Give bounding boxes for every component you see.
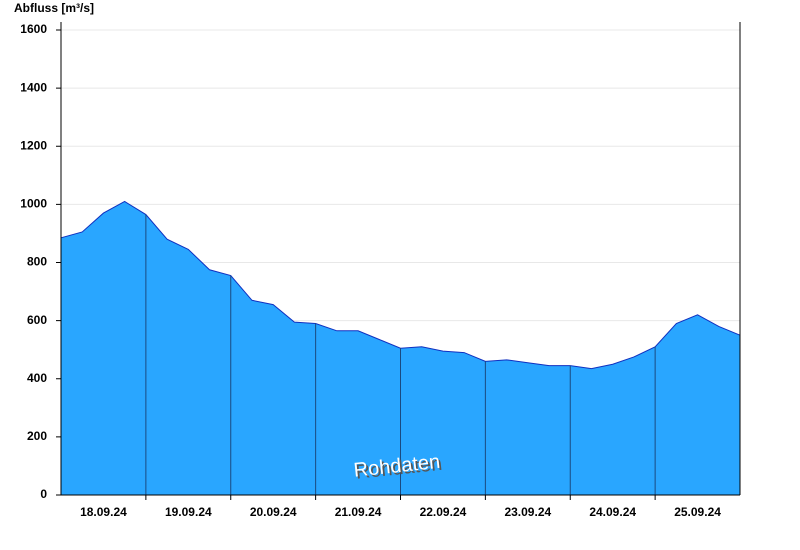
y-tick-label: 1400 xyxy=(20,80,47,94)
line xyxy=(60,200,741,370)
x-tick-label: 24.09.24 xyxy=(589,505,636,519)
x-tick-label: 19.09.24 xyxy=(165,505,212,519)
x-tick-label: 18.09.24 xyxy=(80,505,127,519)
y-tick-label: 1600 xyxy=(20,22,47,36)
x-tick-label: 22.09.24 xyxy=(420,505,467,519)
y-tick-label: 1000 xyxy=(20,197,47,211)
x-tick-label: 20.09.24 xyxy=(250,505,297,519)
x-tick-label: 21.09.24 xyxy=(335,505,382,519)
y-axis-title: Abfluss [m³/s] xyxy=(14,1,94,15)
y-tick-label: 200 xyxy=(27,429,47,443)
x-tick-label: 25.09.24 xyxy=(674,505,721,519)
y-tick-label: 600 xyxy=(27,313,47,327)
x-tick-label: 23.09.24 xyxy=(504,505,551,519)
y-tick-label: 800 xyxy=(27,255,47,269)
y-tick-label: 400 xyxy=(27,371,47,385)
y-tick-label: 1200 xyxy=(20,138,47,152)
y-tick-label: 0 xyxy=(40,487,47,501)
